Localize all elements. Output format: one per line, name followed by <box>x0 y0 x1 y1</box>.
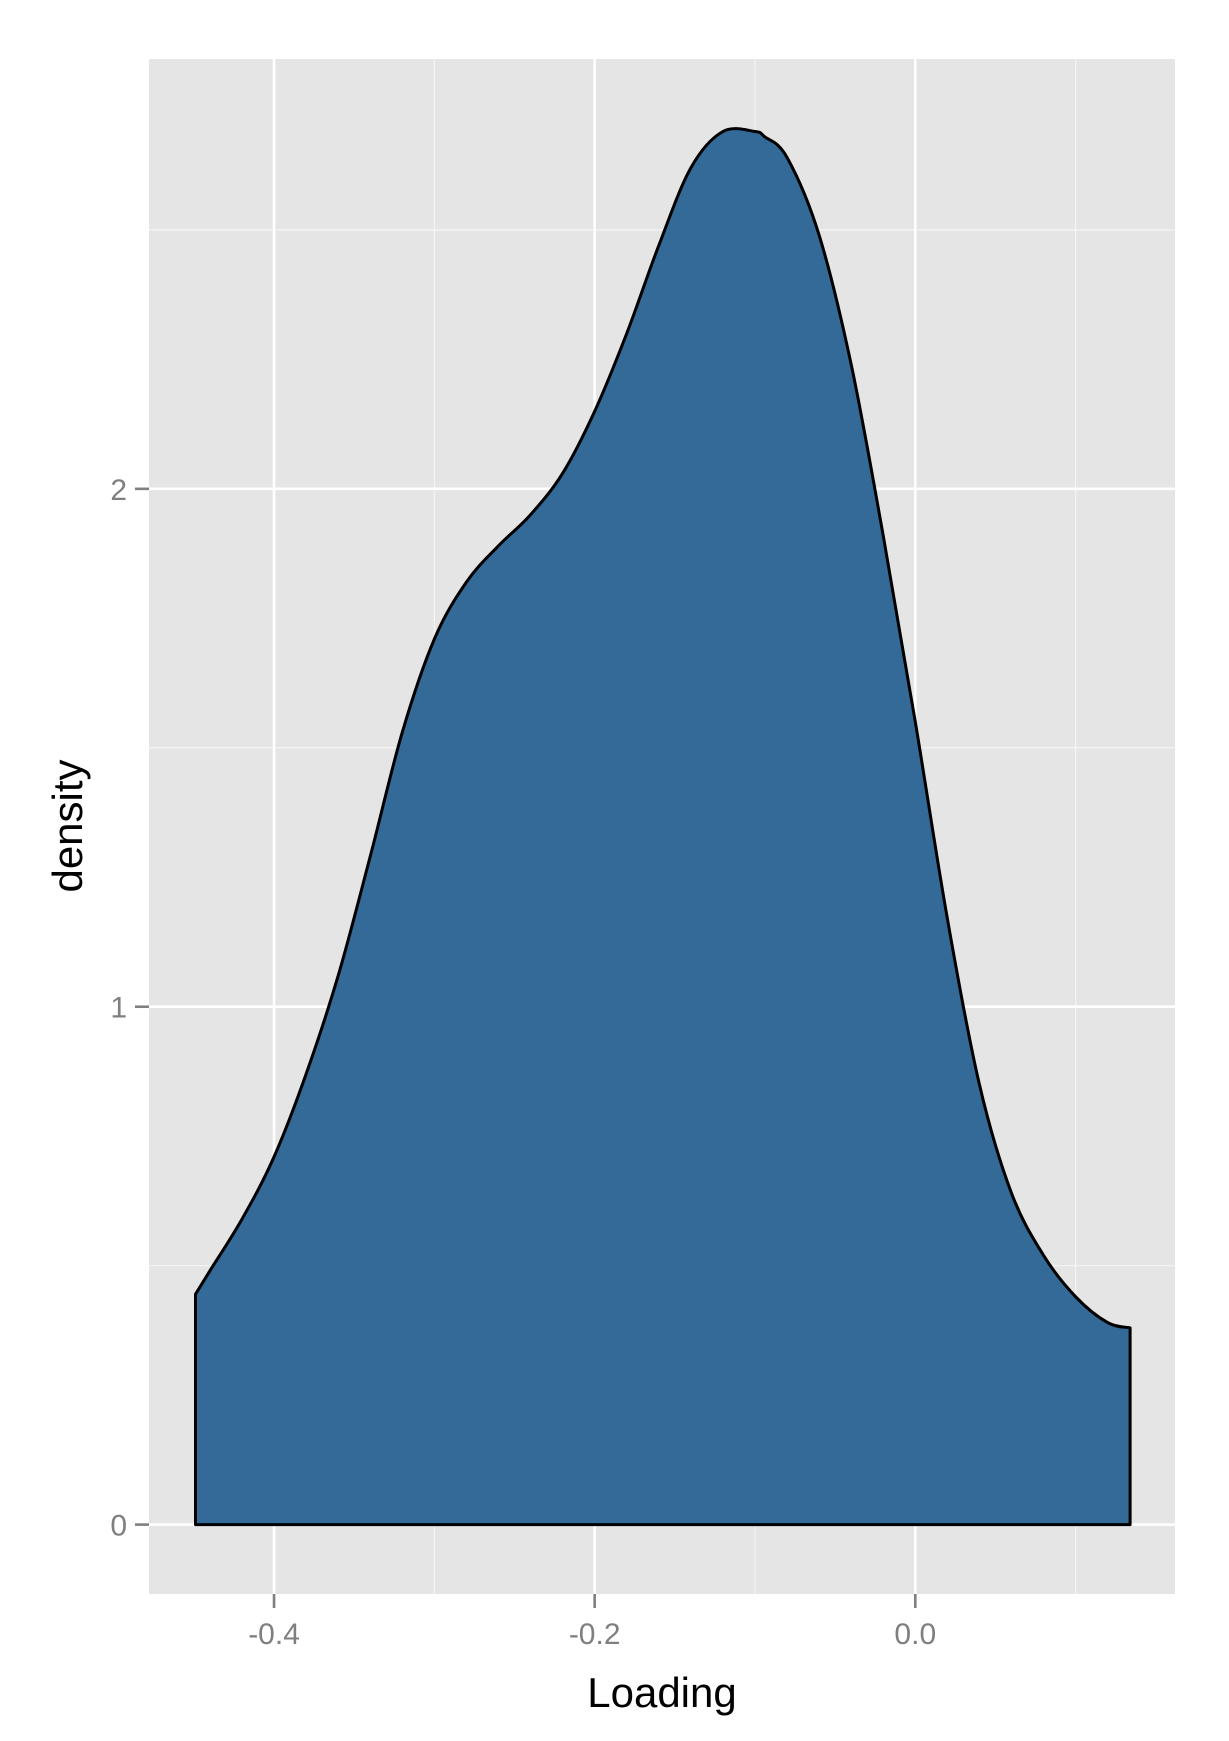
density-area <box>194 127 1132 1527</box>
y-axis-ticks: 0 1 2 <box>110 474 149 1543</box>
x-axis-title: Loading <box>587 1669 736 1716</box>
x-axis-ticks: -0.4 -0.2 0.0 <box>248 1594 936 1651</box>
y-axis-title: density <box>44 759 91 892</box>
x-tick-label: -0.4 <box>248 1618 300 1651</box>
y-tick-label: 1 <box>110 992 127 1025</box>
x-tick-label: -0.2 <box>569 1618 621 1651</box>
x-tick-label: 0.0 <box>894 1618 936 1651</box>
y-tick-label: 0 <box>110 1510 127 1543</box>
y-tick-label: 2 <box>110 474 127 507</box>
